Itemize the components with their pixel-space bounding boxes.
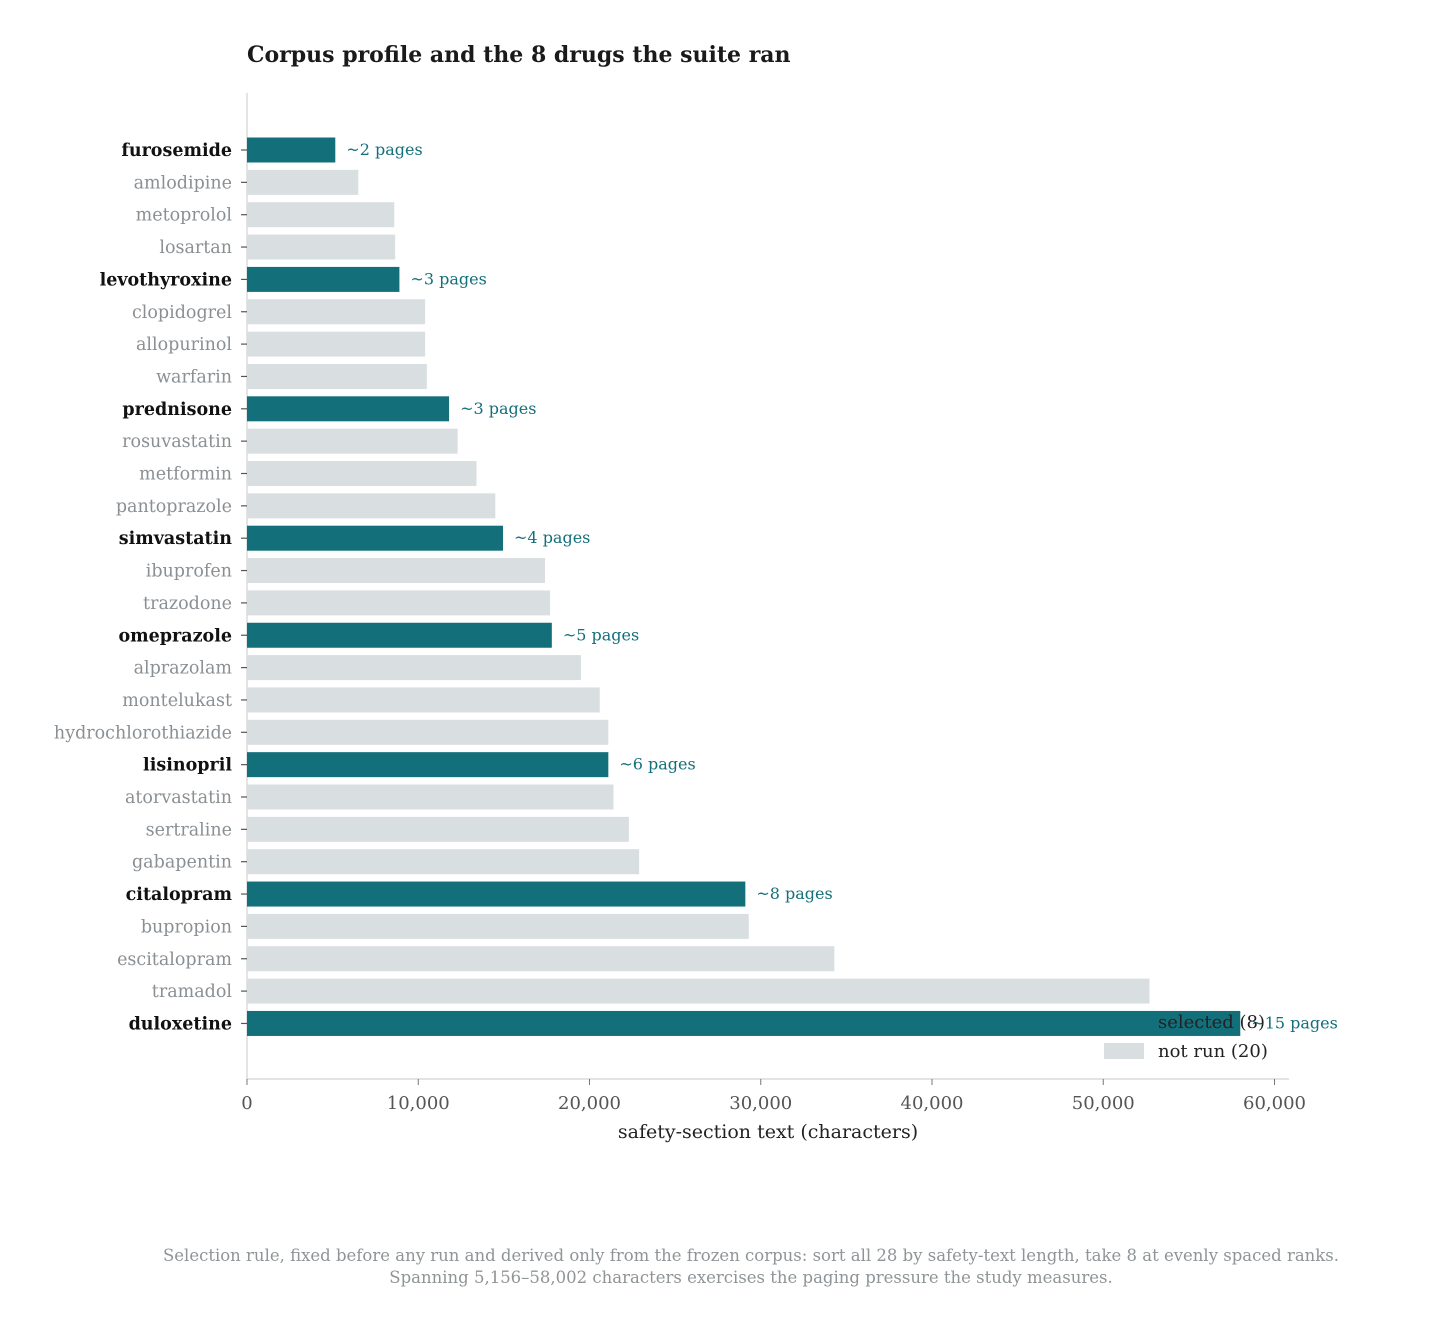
legend-label-selected: selected (8) <box>1158 1012 1265 1033</box>
bar-warfarin <box>247 363 427 389</box>
legend-label-not_run: not run (20) <box>1158 1041 1268 1062</box>
annotation-lisinopril: ~6 pages <box>619 755 695 774</box>
x-tick-label: 50,000 <box>1072 1093 1135 1114</box>
legend-swatch-not_run <box>1104 1043 1144 1059</box>
category-label-ibuprofen: ibuprofen <box>146 562 232 582</box>
category-label-lisinopril: lisinopril <box>143 756 232 776</box>
category-label-furosemide: furosemide <box>121 141 232 161</box>
annotation-levothyroxine: ~3 pages <box>410 269 486 288</box>
category-label-bupropion: bupropion <box>141 917 232 937</box>
bar-trazodone <box>247 590 551 616</box>
annotation-duloxetine: ~15 pages <box>1251 1013 1338 1032</box>
bar-hydrochlorothiazide <box>247 719 609 745</box>
bar-losartan <box>247 234 396 260</box>
category-label-atorvastatin: atorvastatin <box>125 788 232 808</box>
annotation-prednisone: ~3 pages <box>460 399 536 418</box>
category-label-metoprolol: metoprolol <box>136 206 233 226</box>
bar-gabapentin <box>247 849 640 875</box>
annotation-simvastatin: ~4 pages <box>514 528 590 547</box>
bar-alprazolam <box>247 655 581 681</box>
category-label-hydrochlorothiazide: hydrochlorothiazide <box>54 723 232 743</box>
category-label-allopurinol: allopurinol <box>136 335 232 355</box>
category-label-amlodipine: amlodipine <box>134 173 232 193</box>
bar-pantoprazole <box>247 493 496 519</box>
x-tick-label: 20,000 <box>558 1093 621 1114</box>
category-label-montelukast: montelukast <box>122 691 232 711</box>
category-label-warfarin: warfarin <box>156 367 232 387</box>
bar-clopidogrel <box>247 299 426 325</box>
annotation-citalopram: ~8 pages <box>756 884 832 903</box>
bar-ibuprofen <box>247 558 545 584</box>
annotation-omeprazole: ~5 pages <box>563 625 639 644</box>
annotation-furosemide: ~2 pages <box>346 140 422 159</box>
category-label-tramadol: tramadol <box>152 982 233 1002</box>
category-label-clopidogrel: clopidogrel <box>132 303 232 323</box>
x-tick-label: 0 <box>241 1093 252 1114</box>
bar-montelukast <box>247 687 600 713</box>
x-tick-label: 30,000 <box>729 1093 792 1114</box>
bar-duloxetine <box>247 1010 1241 1036</box>
category-label-simvastatin: simvastatin <box>119 529 233 549</box>
category-label-trazodone: trazodone <box>143 594 232 614</box>
x-tick-label: 10,000 <box>387 1093 450 1114</box>
bar-omeprazole <box>247 622 552 648</box>
bar-rosuvastatin <box>247 428 458 454</box>
bar-tramadol <box>247 978 1150 1004</box>
bar-levothyroxine <box>247 266 400 292</box>
category-label-pantoprazole: pantoprazole <box>116 497 232 517</box>
category-label-metformin: metformin <box>139 465 232 485</box>
category-label-gabapentin: gabapentin <box>132 853 232 873</box>
category-label-alprazolam: alprazolam <box>134 659 233 679</box>
category-label-citalopram: citalopram <box>126 885 233 905</box>
bar-atorvastatin <box>247 784 614 810</box>
category-label-rosuvastatin: rosuvastatin <box>122 432 232 452</box>
bar-allopurinol <box>247 331 426 357</box>
category-label-prednisone: prednisone <box>122 400 232 420</box>
footnote-line1: Selection rule, fixed before any run and… <box>163 1246 1339 1265</box>
bar-bupropion <box>247 913 749 939</box>
legend-swatch-selected <box>1104 1014 1144 1030</box>
bar-prednisone <box>247 396 450 422</box>
footnote-line2: Spanning 5,156–58,002 characters exercis… <box>389 1268 1112 1287</box>
category-label-omeprazole: omeprazole <box>118 626 232 646</box>
category-label-escitalopram: escitalopram <box>117 950 232 970</box>
bar-amlodipine <box>247 169 359 195</box>
bar-metformin <box>247 461 477 486</box>
category-label-levothyroxine: levothyroxine <box>100 270 232 290</box>
bar-sertraline <box>247 816 629 842</box>
bar-escitalopram <box>247 946 835 972</box>
category-label-duloxetine: duloxetine <box>129 1014 232 1034</box>
legend: selected (8) not run (20) <box>1104 1012 1268 1062</box>
bar-lisinopril <box>247 752 609 778</box>
x-tick-label: 40,000 <box>901 1093 964 1114</box>
category-label-sertraline: sertraline <box>146 820 232 840</box>
annotation-labels: ~2 pages ~3 pages ~3 pages ~4 pages ~5 pages… <box>346 140 1338 1032</box>
bar-citalopram <box>247 881 746 907</box>
x-tick-labels: 0 10,000 20,000 30,000 40,000 50,000 60,000 <box>241 1093 1306 1114</box>
bar-simvastatin <box>247 525 504 551</box>
x-axis-label: safety-section text (characters) <box>618 1121 918 1143</box>
chart-title: Corpus profile and the 8 drugs the suite… <box>247 42 791 68</box>
category-labels: furosemide amlodipine metoprolol losartan le… <box>54 141 233 1034</box>
bar-furosemide <box>247 137 336 163</box>
bars-layer <box>247 137 1241 1036</box>
bar-metoprolol <box>247 202 395 228</box>
category-label-losartan: losartan <box>159 238 232 258</box>
x-tick-label: 60,000 <box>1243 1093 1306 1114</box>
